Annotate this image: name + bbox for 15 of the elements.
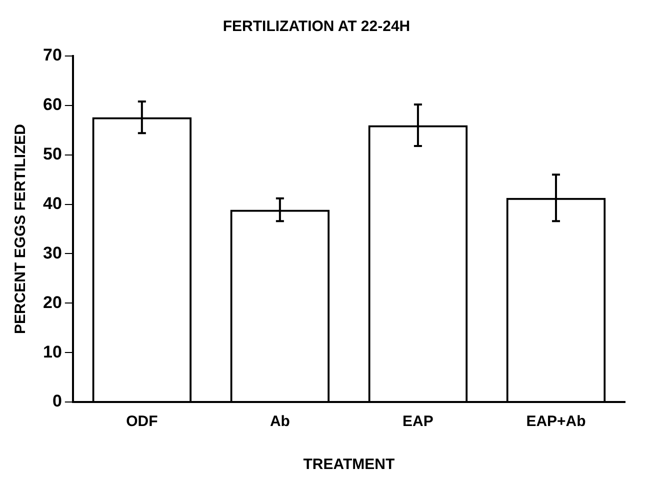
y-axis-title: PERCENT EGGS FERTILIZED [12, 124, 30, 334]
x-axis-title: TREATMENT [303, 456, 395, 474]
y-tick-label: 10 [42, 342, 62, 362]
y-tick-label: 30 [42, 243, 62, 262]
x-tick-label: ODF [126, 413, 158, 430]
y-tick-label: 0 [52, 392, 62, 411]
x-tick-label: Ab [270, 413, 290, 430]
y-tick-label: 70 [42, 46, 62, 65]
y-tick-label: 50 [42, 144, 62, 164]
chart-title: FERTILIZATION AT 22-24H [222, 18, 410, 36]
y-tick-label: 60 [42, 95, 62, 114]
x-tick-label: EAP+Ab [526, 413, 586, 430]
y-tick-label: 40 [42, 194, 62, 213]
x-tick-label: EAP [402, 413, 434, 430]
y-tick-label: 20 [42, 292, 62, 312]
